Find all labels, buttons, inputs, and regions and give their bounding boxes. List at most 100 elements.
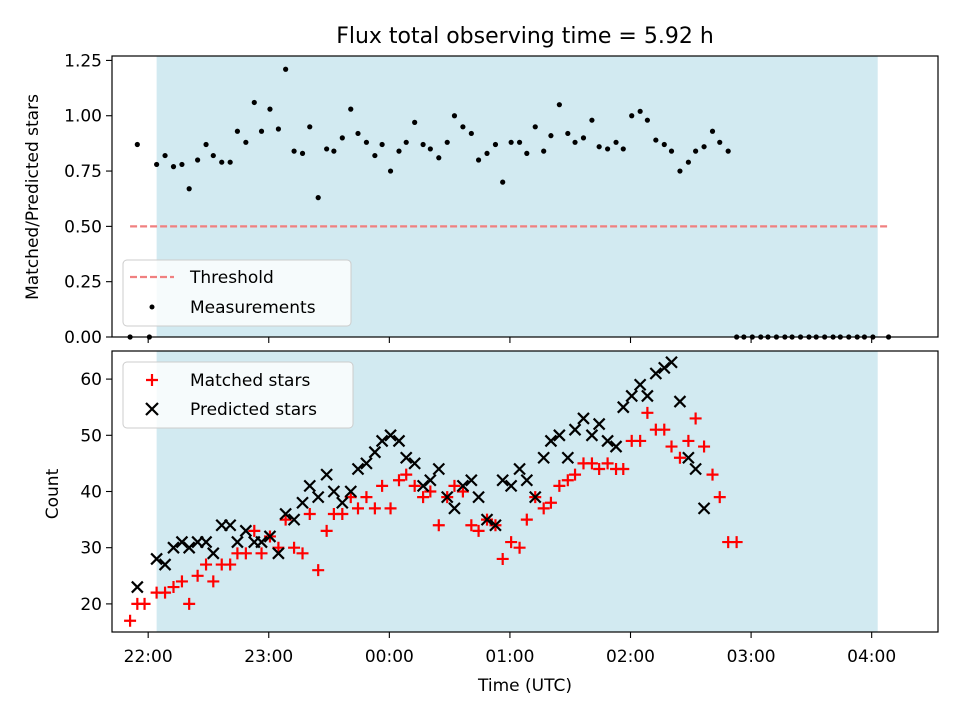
measurement-point	[154, 161, 160, 168]
predicted-star-point	[673, 395, 687, 408]
measurement-point	[589, 117, 595, 123]
predicted-star-point	[272, 547, 285, 560]
predicted-star-point	[633, 378, 647, 391]
ratio-y-axis-label: Matched/Predicted stars	[23, 94, 43, 300]
matched-star-point	[159, 586, 172, 599]
predicted-star-point	[207, 547, 220, 560]
predicted-star-point	[327, 485, 341, 498]
measurement-point	[234, 128, 241, 134]
predicted-star-point	[360, 457, 373, 470]
measurement-point	[717, 139, 723, 145]
matched-star-point	[689, 412, 702, 425]
matched-star-point	[183, 597, 196, 610]
predicted-star-point	[440, 490, 454, 504]
predicted-star-point	[697, 502, 711, 515]
predicted-star-point	[480, 513, 494, 526]
measurement-point	[620, 146, 626, 152]
y-tick-label: 0.00	[64, 328, 102, 348]
predicted-star-point	[424, 473, 437, 487]
measurement-point	[677, 168, 683, 174]
matched-star-point	[303, 507, 316, 520]
matched-star-point	[505, 536, 518, 549]
measurement-point	[668, 148, 675, 154]
measurement-point	[701, 144, 707, 150]
predicted-star-point	[392, 434, 406, 448]
predicted-star-point	[682, 451, 695, 465]
predicted-star-point	[472, 490, 485, 504]
measurements-legend-swatch	[149, 304, 155, 310]
predicted-star-point	[351, 462, 365, 476]
measurements-legend-label: Measurements	[190, 298, 316, 318]
predicted-star-point	[344, 485, 358, 498]
measurement-point	[227, 159, 233, 165]
predicted-star-point	[520, 473, 534, 487]
predicted-star-point	[263, 530, 277, 543]
measurement-point	[444, 139, 450, 145]
matched-star-point	[682, 434, 695, 447]
measurement-point	[195, 157, 201, 163]
measurement-point	[315, 195, 321, 201]
measurement-point	[524, 150, 530, 156]
matched-star-point	[561, 474, 574, 487]
measurement-point	[629, 113, 635, 119]
predicted-star-point	[513, 462, 526, 476]
measurement-point	[372, 152, 378, 159]
matched-star-point	[167, 581, 180, 594]
predicted-star-point	[577, 412, 590, 425]
x-tick-label: 04:00	[847, 647, 896, 667]
ratio-y-axis: 0.00 0.25 0.50 0.75 1.00 1.25	[64, 51, 112, 348]
matched-star-point	[384, 502, 397, 515]
count-legend-box	[122, 361, 354, 429]
matched-stars-legend-swatch	[146, 374, 158, 386]
matched-star-point	[272, 541, 285, 554]
predicted-star-point	[375, 434, 389, 448]
measurement-point	[475, 157, 482, 163]
matched-star-point	[593, 463, 606, 476]
measurement-point	[267, 106, 273, 112]
measurement-point	[508, 139, 514, 145]
predicted-star-point	[504, 479, 518, 493]
measurement-point	[693, 148, 699, 154]
predicted-star-point	[239, 524, 253, 538]
matched-star-point	[336, 507, 349, 520]
predicted-star-point	[496, 473, 509, 487]
ratio-axes-frame	[111, 55, 939, 338]
ratio-panel: 0.00 0.25 0.50 0.75 1.00 1.25 Matched/Predict…	[23, 51, 939, 348]
predicted-star-point	[131, 580, 144, 594]
matched-star-point	[665, 440, 678, 453]
matched-star-point	[288, 541, 301, 554]
predicted-star-point	[544, 434, 558, 448]
predicted-star-point	[553, 429, 566, 442]
count-marks	[124, 355, 743, 627]
matched-star-point	[698, 440, 711, 453]
measurement-point	[186, 186, 192, 192]
count-legend: Matched stars Predicted stars	[122, 361, 354, 429]
matched-star-point	[537, 502, 550, 515]
measurement-point	[379, 141, 385, 148]
predicted-star-point	[320, 468, 333, 481]
matched-star-point	[520, 513, 533, 526]
measurement-point	[451, 113, 458, 119]
matched-star-point	[513, 541, 526, 554]
measurement-point	[299, 150, 306, 156]
matched-star-point	[641, 406, 654, 419]
matched-star-point	[207, 575, 220, 588]
measurement-point	[427, 146, 433, 152]
measurement-point	[532, 124, 538, 130]
ratio-legend-box	[122, 259, 352, 327]
matched-star-point	[658, 423, 671, 436]
matched-star-point	[417, 491, 430, 504]
matched-star-point	[376, 479, 389, 492]
predicted-stars-legend-swatch	[145, 402, 159, 416]
matched-star-point	[408, 479, 421, 492]
measurement-point	[348, 106, 354, 112]
measurement-point	[251, 99, 257, 106]
predicted-star-point	[296, 496, 309, 510]
matched-star-point	[585, 457, 598, 470]
predicted-star-point	[336, 496, 349, 510]
measurement-point	[468, 130, 474, 137]
predicted-star-point	[641, 389, 654, 403]
measurement-point	[291, 148, 297, 154]
shared-x-axis: 22:00 23:00 00:00 01:00 02:00 03:00 04:00	[124, 632, 896, 667]
matched-star-point	[465, 519, 478, 532]
